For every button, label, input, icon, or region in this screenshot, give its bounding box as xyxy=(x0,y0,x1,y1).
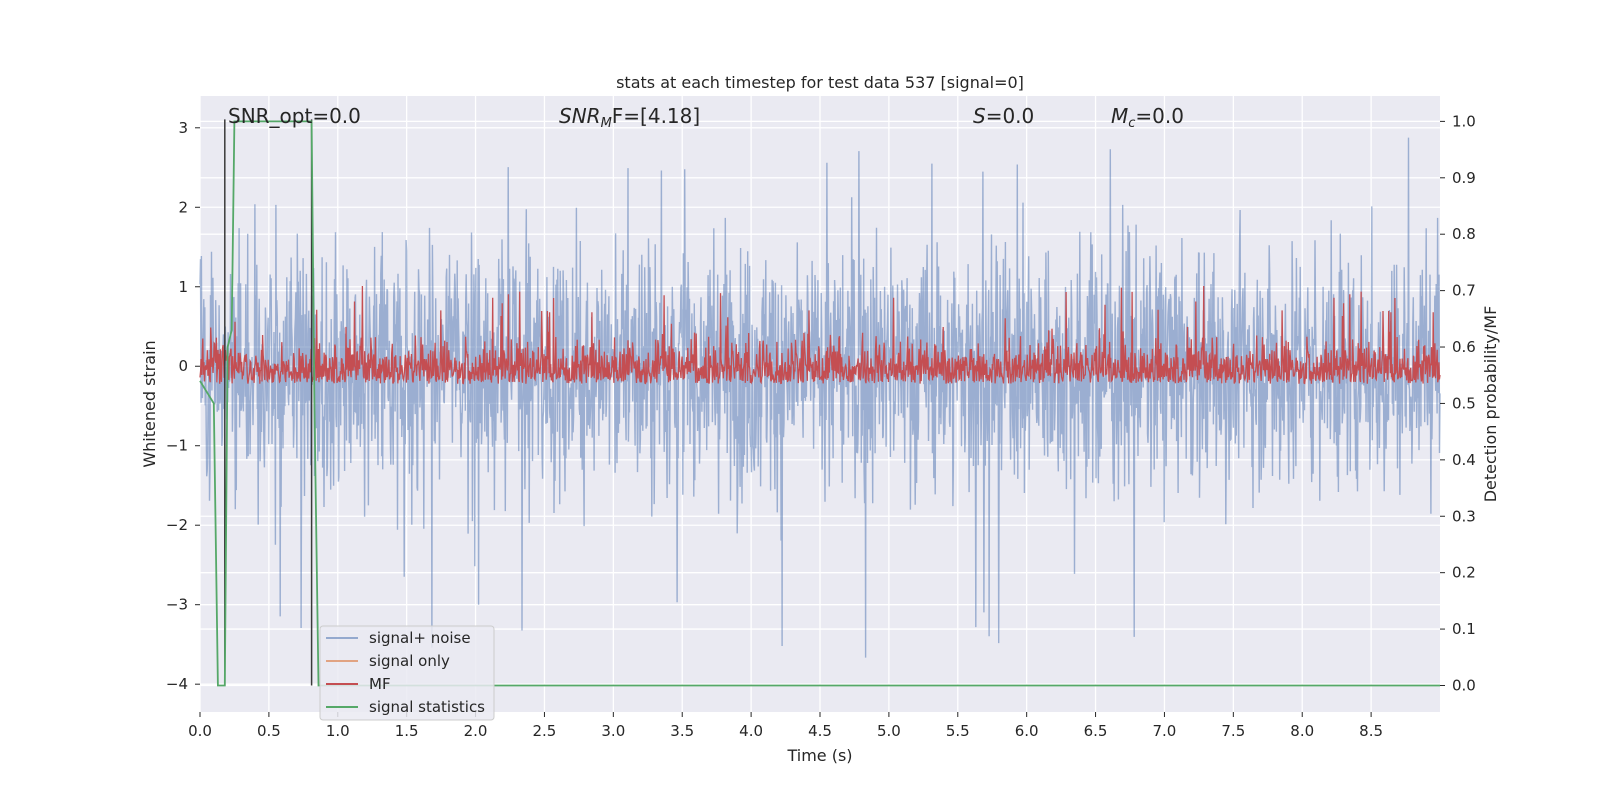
x-tick-label: 7.0 xyxy=(1153,722,1177,740)
legend-label-signal: signal only xyxy=(369,652,450,670)
y-axis-ticks: 3 2 1 0 −1 −2 −3 −4 xyxy=(166,119,200,693)
y-axis-right-ticks: 1.0 0.9 0.8 0.7 0.6 0.5 0.4 0.3 0.2 0.1 0.0 xyxy=(1440,112,1476,694)
legend-label-stats: signal statistics xyxy=(369,698,485,716)
snr-mf-subscript: M xyxy=(601,116,612,131)
x-tick-label: 6.5 xyxy=(1084,722,1108,740)
y-right-tick-label: 0.6 xyxy=(1452,338,1476,356)
y-tick-label: −1 xyxy=(166,437,188,455)
s-value: =0.0 xyxy=(986,104,1035,128)
y-axis-right-label: Detection probability/MF xyxy=(1481,306,1500,503)
x-tick-label: 7.5 xyxy=(1221,722,1245,740)
snr-mf-value: F=[4.18] xyxy=(612,104,700,128)
mc-value: =0.0 xyxy=(1135,104,1184,128)
chart-title: stats at each timestep for test data 537… xyxy=(616,73,1024,92)
y-right-tick-label: 1.0 xyxy=(1452,112,1476,130)
snr-mf-symbol: SNR xyxy=(559,104,601,128)
series-signal-noise xyxy=(199,137,1441,658)
x-tick-label: 0.5 xyxy=(257,722,281,740)
y-tick-label: 2 xyxy=(178,198,188,216)
annotation-snr-opt: SNR_opt=0.0 xyxy=(228,104,361,128)
x-tick-label: 4.0 xyxy=(739,722,763,740)
annotation-s: S=0.0 xyxy=(973,104,1034,128)
x-axis-label: Time (s) xyxy=(786,746,852,765)
y-right-tick-label: 0.5 xyxy=(1452,394,1476,412)
y-tick-label: 0 xyxy=(178,357,188,375)
y-right-tick-label: 0.3 xyxy=(1452,507,1476,525)
y-tick-label: 1 xyxy=(178,278,188,296)
y-right-tick-label: 0.2 xyxy=(1452,564,1476,582)
series-signal-statistics xyxy=(199,120,1440,687)
y-tick-label: −3 xyxy=(166,596,188,614)
x-tick-label: 2.0 xyxy=(464,722,488,740)
annotation-mc: Mc=0.0 xyxy=(1111,104,1184,131)
y-tick-label: −2 xyxy=(166,516,188,534)
series-mf xyxy=(199,285,1441,385)
x-tick-label: 5.0 xyxy=(877,722,901,740)
x-tick-label: 8.5 xyxy=(1359,722,1383,740)
noise-line xyxy=(199,137,1441,658)
x-tick-label: 4.5 xyxy=(808,722,832,740)
y-right-tick-label: 0.8 xyxy=(1452,225,1476,243)
annotation-snr-mf: SNRMF=[4.18] xyxy=(559,104,700,131)
y-tick-label: −4 xyxy=(166,675,188,693)
legend: signal+ noise signal only MF signal stat… xyxy=(319,625,495,721)
y-right-tick-label: 0.7 xyxy=(1452,282,1476,300)
y-axis-label: Whitened strain xyxy=(140,340,159,467)
x-tick-label: 0.0 xyxy=(188,722,212,740)
y-right-tick-label: 0.1 xyxy=(1452,620,1476,638)
x-tick-label: 8.0 xyxy=(1290,722,1314,740)
y-right-tick-label: 0.9 xyxy=(1452,169,1476,187)
x-tick-label: 3.5 xyxy=(670,722,694,740)
x-tick-label: 3.0 xyxy=(601,722,625,740)
legend-label-mf: MF xyxy=(369,675,391,693)
y-right-tick-label: 0.0 xyxy=(1452,676,1476,694)
x-tick-label: 5.5 xyxy=(946,722,970,740)
x-tick-label: 1.0 xyxy=(326,722,350,740)
x-tick-label: 1.5 xyxy=(395,722,419,740)
signal-statistics-line xyxy=(199,120,1440,687)
x-axis-ticks: 0.0 0.5 1.0 1.5 2.0 2.5 3.0 3.5 4.0 4.5 5.0 5.5 6.0 6… xyxy=(188,712,1383,740)
s-symbol: S xyxy=(973,104,986,128)
legend-box xyxy=(319,625,495,721)
legend-label-noise: signal+ noise xyxy=(369,629,471,647)
mc-subscript: c xyxy=(1128,116,1135,131)
mc-symbol: M xyxy=(1111,104,1128,128)
x-tick-label: 6.0 xyxy=(1015,722,1039,740)
y-tick-label: 3 xyxy=(178,119,188,137)
mf-line xyxy=(199,285,1441,385)
x-tick-label: 2.5 xyxy=(533,722,557,740)
y-right-tick-label: 0.4 xyxy=(1452,451,1476,469)
